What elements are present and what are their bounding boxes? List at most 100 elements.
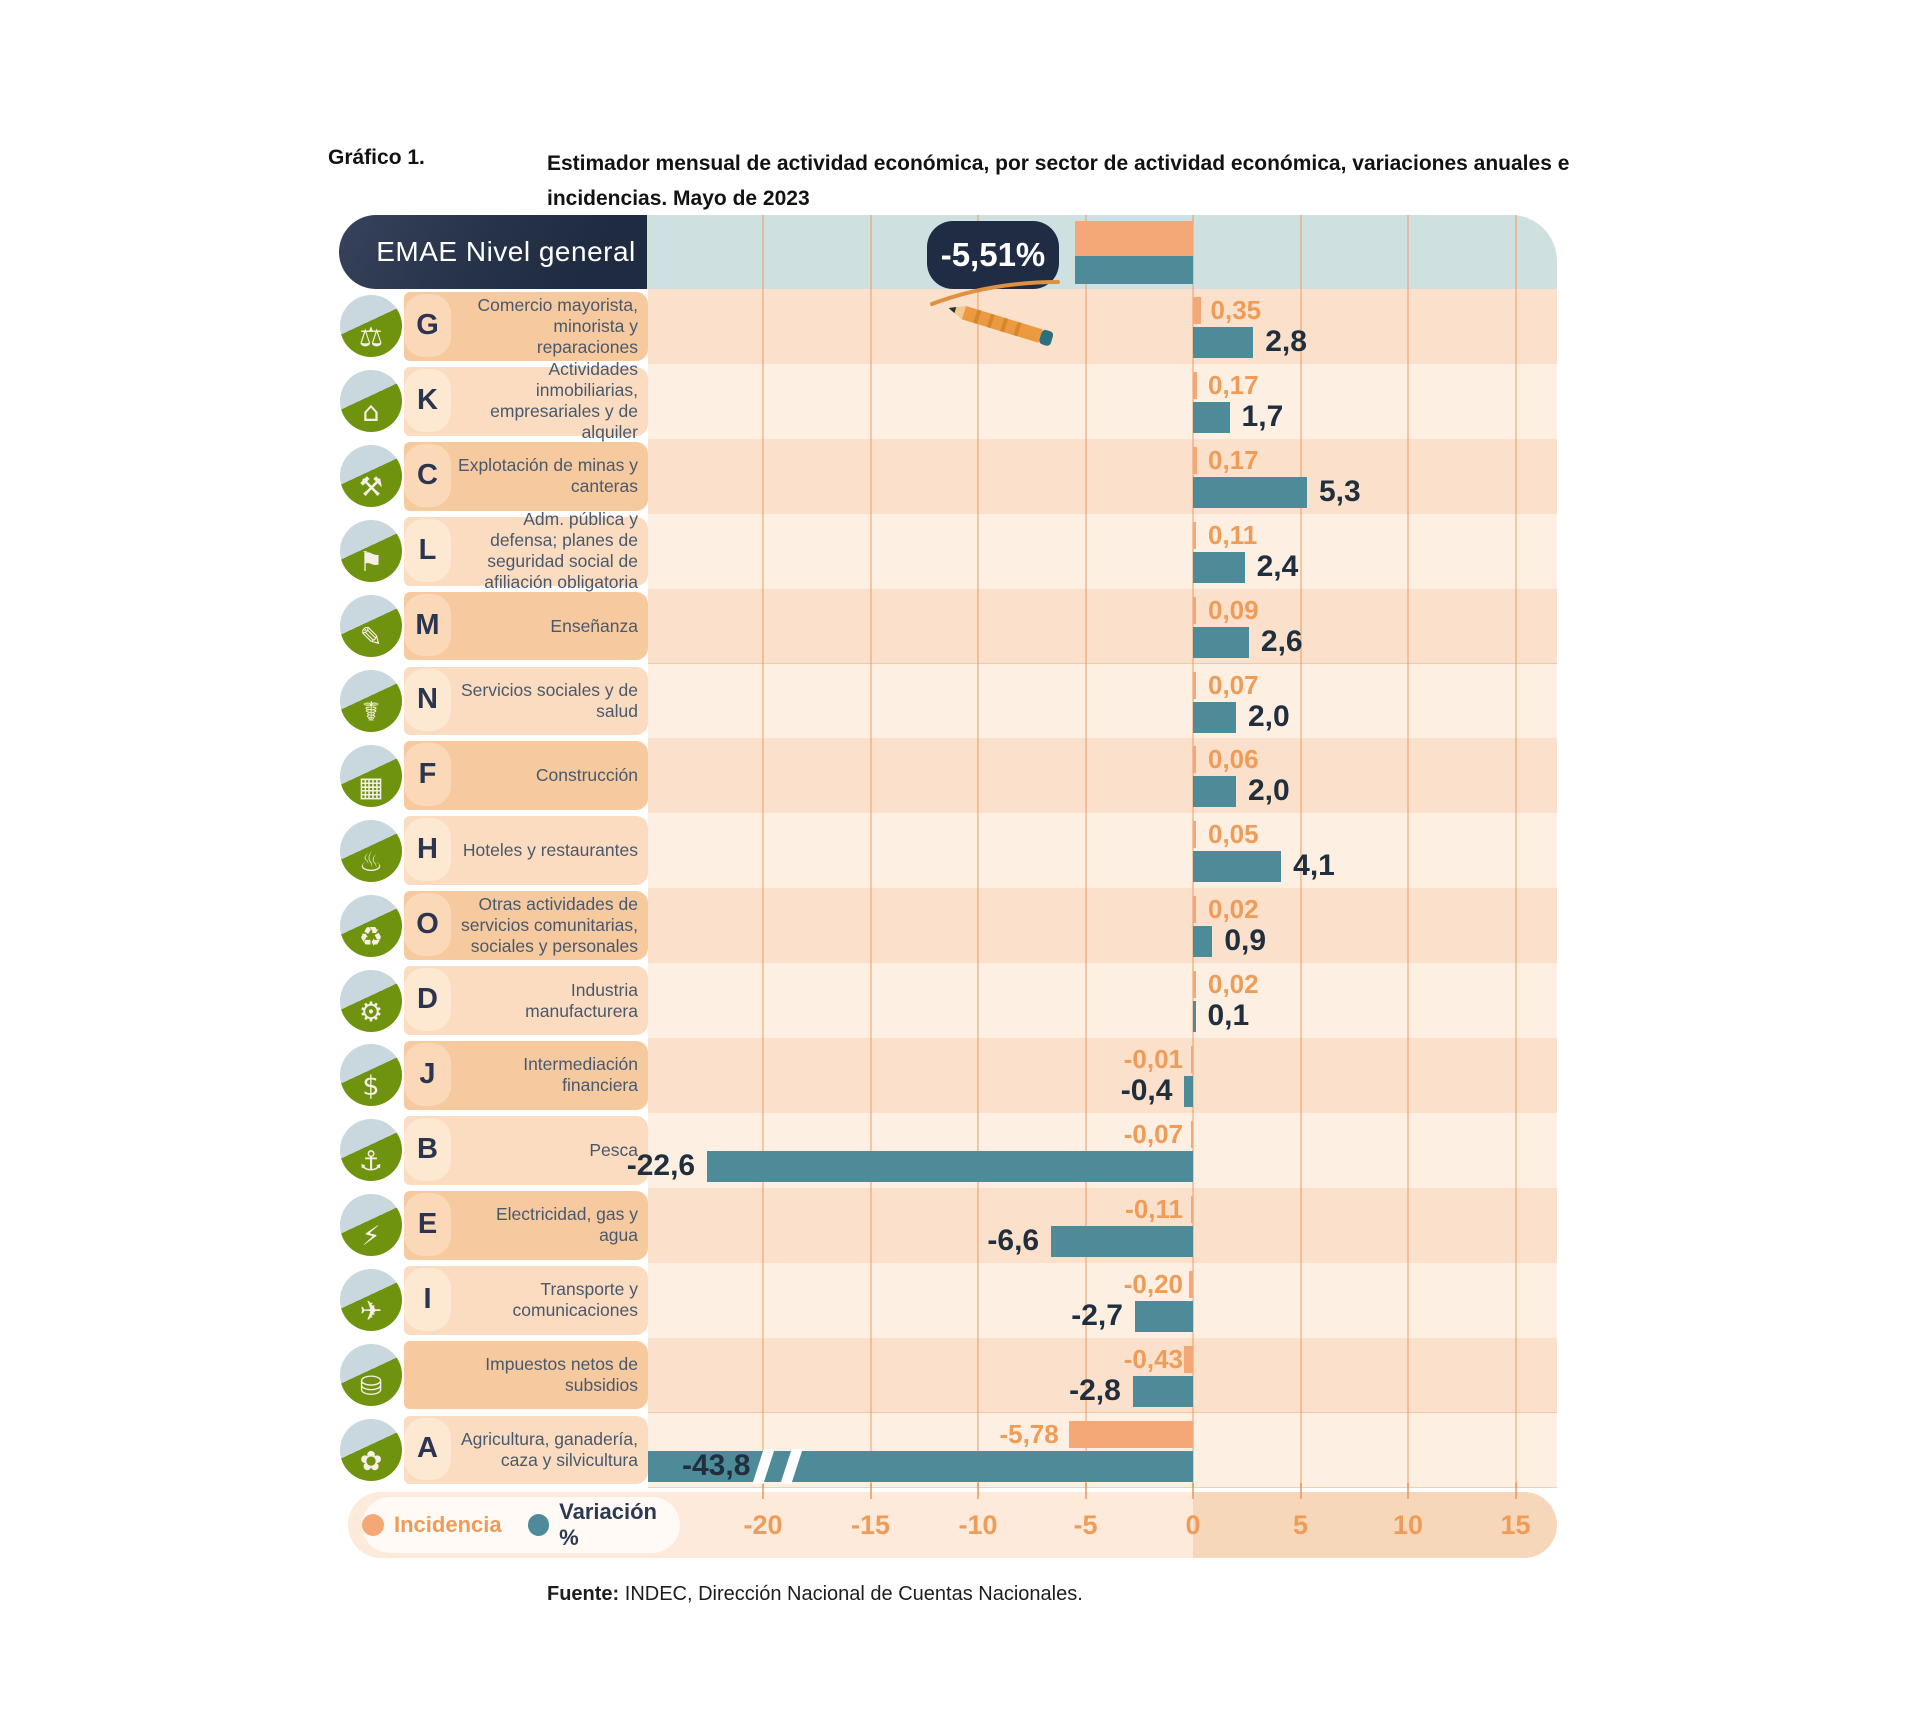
sector-letter: C [417, 458, 438, 491]
agriculture-icon-glyph: ✿ [359, 1445, 383, 1477]
sector-label: Agricultura, ganadería, caza y silvicult… [460, 1428, 638, 1470]
row-stripe [648, 1038, 1557, 1114]
source-prefix: Fuente: [547, 1583, 620, 1605]
sector-letter: N [417, 683, 438, 716]
sector-letter-blob: J [404, 1043, 451, 1106]
variation-bar [1193, 626, 1249, 658]
community-services-icon: ♻ [340, 894, 402, 957]
sector-letter: G [416, 308, 439, 341]
sector-letter-blob: C [404, 443, 451, 507]
sector-letter-blob: O [404, 893, 451, 957]
sector-label: Electricidad, gas y agua [495, 1204, 638, 1246]
variation-value-label: -22,6 [626, 1148, 696, 1182]
gridline-15 [1514, 215, 1517, 1488]
title-line-2: incidencias. Mayo de 2023 [547, 187, 810, 210]
sector-icon-box: ⚖ [336, 291, 406, 362]
variation-value-label: 2,0 [1248, 699, 1290, 733]
axis-tick-label: 5 [1292, 1509, 1309, 1540]
tick-mark-5 [1299, 1483, 1302, 1500]
transport-communications-icon-glyph: ✈ [359, 1296, 383, 1328]
gridline--15 [869, 215, 872, 1488]
tick-mark-15 [1514, 1483, 1517, 1500]
legend-variacion-label: Variación % [559, 1499, 657, 1550]
legend-item-variacion: Variación % [527, 1499, 680, 1551]
incidence-value-label: 0,07 [1208, 669, 1259, 700]
gridline--10 [977, 215, 979, 1488]
variacion-dot-icon [527, 1514, 550, 1536]
variation-value-label: -6,6 [987, 1223, 1040, 1257]
incidencia-dot-icon [362, 1514, 384, 1536]
sector-label: Enseñanza [550, 615, 638, 636]
variation-value-label: 0,9 [1224, 924, 1267, 958]
gridline-10 [1407, 215, 1409, 1488]
manufacturing-icon: ⚙ [340, 969, 402, 1032]
incidence-value-label: -5,78 [999, 1418, 1059, 1449]
sector-label: Construcción [535, 765, 638, 786]
real-estate-icon-glyph: ⌂ [362, 397, 380, 429]
real-estate-icon: ⌂ [340, 370, 402, 433]
sector-letter: B [417, 1132, 438, 1165]
row-stripe [648, 888, 1557, 965]
sector-icon-box: ✎ [336, 591, 406, 662]
sector-label-box [404, 1340, 648, 1410]
legend: Incidencia Variación % [362, 1497, 680, 1553]
sector-icon-box: ✈ [336, 1265, 406, 1336]
title-line-1: Estimador mensual de actividad económica… [547, 152, 1570, 175]
row-stripe [648, 513, 1557, 590]
sector-icon-box: ⌂ [336, 366, 406, 437]
row-stripe [648, 963, 1557, 1039]
sector-label: Otras actividades de servicios comunitar… [461, 894, 638, 957]
sector-letter: A [417, 1432, 438, 1465]
health-icon: ☤ [340, 669, 402, 732]
tick-mark--15 [869, 1483, 872, 1500]
variation-bar [1193, 401, 1230, 433]
health-icon-glyph: ☤ [361, 696, 381, 728]
variation-bar [1193, 1001, 1196, 1033]
incidence-bar [1190, 1120, 1193, 1148]
variation-bar [1193, 701, 1236, 733]
sector-letter: F [418, 758, 437, 791]
incidence-value-label: 0,17 [1208, 369, 1259, 400]
sector-label: Actividades inmobiliarias, empresariales… [490, 359, 638, 443]
variation-value-label: 2,8 [1265, 325, 1307, 358]
incidence-value-label: -0,01 [1123, 1044, 1183, 1074]
sector-icon-box: ⚓ [336, 1115, 406, 1186]
variation-bar [1193, 776, 1236, 808]
sector-label: Intermediación financiera [523, 1054, 638, 1096]
sector-icon-box: ♨ [336, 815, 406, 886]
variation-bar [1193, 476, 1307, 508]
row-stripe [648, 438, 1557, 515]
transport-communications-icon: ✈ [340, 1269, 402, 1332]
pencil-icon [930, 280, 1060, 346]
sector-icon-box: ⛁ [336, 1340, 406, 1411]
electricity-gas-water-icon: ⚡ [340, 1194, 402, 1257]
emae-general-box: EMAE Nivel general [339, 215, 647, 289]
incidence-value-label: 0,35 [1210, 295, 1262, 325]
row-stripe [648, 738, 1557, 815]
variation-value-label: 4,1 [1293, 849, 1335, 883]
variation-value-label: -2,7 [1071, 1298, 1123, 1332]
sector-icon-box: ⚡ [336, 1190, 406, 1261]
mining-icon: ⚒ [340, 445, 402, 508]
sector-letter-blob: E [404, 1192, 451, 1256]
source-note: Fuente: INDEC, Dirección Nacional de Cue… [547, 1583, 1083, 1606]
axis-tick-label: -10 [958, 1509, 998, 1540]
emae-general-label: EMAE Nivel general [376, 236, 636, 267]
axis-tick-label: 10 [1392, 1509, 1424, 1540]
incidence-value-label: -0,11 [1125, 1193, 1183, 1224]
tick-mark--10 [977, 1483, 979, 1500]
axis-strip-right [1193, 1492, 1557, 1558]
incidence-value-label: -0,07 [1123, 1118, 1183, 1149]
axis-tick-label: -20 [743, 1509, 783, 1540]
incidence-bar [1188, 1270, 1193, 1298]
construction-icon-glyph: ▦ [358, 771, 384, 803]
legend-item-incidencia: Incidencia [362, 1512, 502, 1538]
electricity-gas-water-icon-glyph: ⚡ [361, 1221, 381, 1253]
row-stripe [648, 813, 1557, 890]
sector-label: Explotación de minas y canteras [458, 455, 638, 497]
incidence-bar [1183, 1345, 1193, 1373]
sector-label: Impuestos netos de subsidios [485, 1354, 638, 1396]
sector-icon-box: ⚑ [336, 516, 406, 587]
sector-icon-box: ▦ [336, 740, 406, 811]
mining-icon-glyph: ⚒ [358, 472, 384, 504]
